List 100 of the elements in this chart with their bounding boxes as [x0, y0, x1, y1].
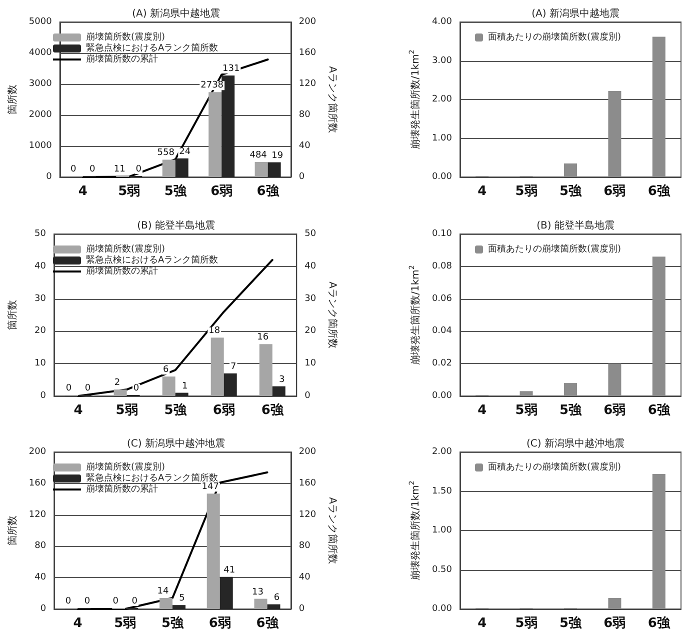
y2-tick-label: 80 — [298, 110, 311, 120]
y-tick-label: 120 — [28, 510, 46, 520]
x-tick-label: 6弱 — [604, 403, 626, 418]
bar — [608, 364, 622, 396]
y-tick-label: 200 — [28, 447, 46, 457]
chart-title: (C) 新潟県中越沖地震 — [127, 438, 225, 450]
x-tick-label: 5強 — [161, 615, 185, 631]
data-label: 16 — [257, 332, 269, 343]
legend-label: 崩壊箇所数の累計 — [86, 266, 158, 276]
x-tick-label: 6強 — [256, 183, 280, 199]
bar — [564, 163, 577, 177]
bar — [652, 256, 666, 396]
y-tick-label: 40 — [34, 572, 46, 583]
data-label: 41 — [224, 565, 236, 576]
bar — [272, 386, 286, 396]
y-tick-label: 0.00 — [432, 172, 452, 182]
data-label: 18 — [208, 326, 220, 336]
x-tick-label: 6弱 — [210, 184, 233, 199]
chart-title: (B) 能登半島地震 — [536, 220, 614, 232]
bar — [162, 376, 176, 396]
bar — [564, 383, 577, 396]
y-axis-title: 箇所数 — [6, 84, 18, 114]
x-tick-label: 4 — [74, 403, 83, 418]
y-tick-label: 3.00 — [432, 56, 452, 66]
y2-tick-label: 20 — [304, 326, 316, 336]
bar — [220, 576, 233, 609]
y-tick-label: 0 — [40, 604, 46, 614]
x-tick-label: 5弱 — [116, 403, 138, 418]
bar — [259, 344, 272, 396]
chart-title: (A) 新潟県中越地震 — [132, 8, 220, 20]
x-tick-label: 6強 — [256, 615, 280, 631]
bar — [520, 391, 533, 396]
data-label: 7 — [230, 362, 236, 372]
legend-label: 緊急点検におけるAランク箇所数 — [86, 472, 218, 484]
data-label: 6 — [162, 365, 169, 376]
y2-tick-label: 50 — [304, 229, 316, 239]
x-tick-label: 6強 — [648, 615, 671, 631]
y2-tick-label: 10 — [304, 358, 316, 369]
x-tick-label: 6弱 — [208, 616, 231, 631]
x-tick-label: 4 — [78, 184, 88, 199]
y-tick-label: 1.50 — [432, 486, 452, 496]
y2-tick-label: 80 — [298, 541, 311, 552]
y2-tick-label: 0 — [298, 604, 305, 614]
bar — [206, 494, 220, 609]
x-tick-label: 4 — [478, 403, 487, 418]
y-axis-title: 箇所数 — [6, 516, 18, 546]
chart-title: (C) 新潟県中越沖地震 — [526, 438, 624, 450]
x-tick-label: 5強 — [559, 402, 583, 418]
data-label: 2 — [114, 378, 120, 388]
x-tick-label: 5弱 — [515, 184, 538, 199]
data-label: 558 — [157, 148, 175, 158]
x-tick-label: 6弱 — [604, 616, 626, 631]
y-tick-label: 0.00 — [432, 604, 452, 614]
y2-tick-label: 200 — [298, 447, 316, 457]
y-tick-label: 0.04 — [432, 326, 452, 336]
y-tick-label: 0 — [40, 391, 46, 401]
data-label: 0 — [84, 596, 90, 606]
y2-tick-label: 30 — [304, 294, 316, 304]
y-tick-label: 0.50 — [432, 564, 452, 575]
x-tick-label: 5弱 — [114, 616, 136, 631]
data-label: 0 — [133, 384, 140, 394]
y-tick-label: 10 — [34, 358, 46, 369]
data-label: 0 — [65, 596, 72, 606]
x-tick-label: 5弱 — [118, 184, 140, 199]
y-tick-label: 0.00 — [432, 391, 452, 401]
y-tick-label: 160 — [28, 478, 46, 488]
y-tick-label: 0 — [46, 172, 52, 182]
data-label: 14 — [157, 586, 169, 597]
legend-label: 崩壊箇所数の累計 — [86, 484, 158, 494]
x-tick-label: 4 — [478, 616, 487, 631]
y2-tick-label: 160 — [298, 478, 316, 488]
y-tick-label: 2000 — [28, 110, 52, 120]
data-label: 0 — [66, 384, 72, 394]
y-tick-label: 0.08 — [432, 261, 452, 272]
y-tick-label: 20 — [34, 326, 46, 336]
data-label: 11 — [114, 164, 126, 174]
x-tick-label: 5強 — [164, 402, 188, 418]
bar — [608, 598, 622, 609]
legend-label: 面積あたりの崩壊箇所数(震度別) — [488, 462, 622, 472]
data-label: 1 — [182, 381, 188, 392]
line-series — [76, 471, 268, 610]
y-tick-label: 40 — [34, 261, 46, 272]
legend-label: 崩壊箇所数(震度別) — [86, 462, 166, 472]
bar — [160, 598, 172, 609]
data-label: 0 — [70, 164, 77, 174]
y-tick-label: 0.06 — [432, 294, 452, 304]
bar — [210, 338, 224, 396]
x-tick-label: 5強 — [559, 183, 583, 199]
x-tick-label: 6強 — [648, 183, 671, 199]
y2-tick-label: 0 — [298, 172, 305, 182]
chart-title: (B) 能登半島地震 — [137, 220, 215, 232]
x-tick-label: 4 — [73, 616, 82, 631]
y-axis-title: 箇所数 — [6, 300, 18, 330]
data-label: 0 — [112, 596, 119, 606]
data-label: 2738 — [200, 80, 224, 91]
legend-label: 緊急点検におけるAランク箇所数 — [86, 254, 218, 266]
data-label: 3 — [279, 374, 285, 385]
y-tick-label: 0.10 — [432, 229, 452, 239]
data-label: 147 — [202, 482, 219, 492]
x-tick-label: 5弱 — [515, 616, 538, 631]
